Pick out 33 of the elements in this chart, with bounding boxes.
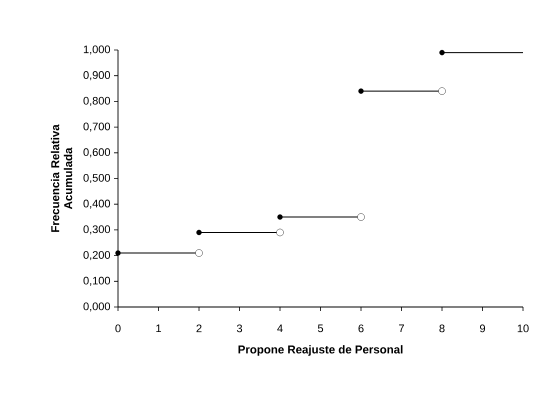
x-tick-label: 8 xyxy=(439,324,445,332)
y-tick-label: 0,300 xyxy=(83,225,110,234)
x-tick-label: 0 xyxy=(115,324,121,332)
point xyxy=(276,228,284,236)
y-tick-label: 0,500 xyxy=(83,174,110,184)
x-tick-label: 9 xyxy=(480,324,486,332)
y-tick-label: 0,000 xyxy=(83,302,110,312)
x-tick-label: 1 xyxy=(156,324,162,332)
y-axis-title: Frecuencia Relativa Acumulada xyxy=(50,124,72,232)
y-tick-label: 0,200 xyxy=(83,251,110,260)
point xyxy=(439,50,445,56)
x-tick-label: 2 xyxy=(196,324,202,332)
x-axis-title: Propone Reajuste de Personal xyxy=(238,345,402,356)
y-tick-label: 0,100 xyxy=(83,276,110,286)
point xyxy=(115,250,121,256)
x-tick-label: 6 xyxy=(358,324,364,332)
y-tick-label: 0,900 xyxy=(83,71,110,80)
x-tick-label: 5 xyxy=(318,324,324,332)
point xyxy=(357,213,365,221)
x-tick-label: 3 xyxy=(236,324,242,332)
y-tick-label: 0,700 xyxy=(83,122,110,132)
point xyxy=(195,249,203,257)
point xyxy=(438,87,446,95)
x-tick-label: 4 xyxy=(277,324,283,332)
y-tick-label: 0,600 xyxy=(83,148,110,158)
point xyxy=(358,88,364,94)
y-tick-label: 1,000 xyxy=(84,45,110,55)
x-tick-label: 10 xyxy=(518,324,529,332)
y-tick-label: 0,400 xyxy=(83,200,110,209)
x-tick-label: 7 xyxy=(399,324,404,332)
point xyxy=(196,230,202,236)
point xyxy=(277,214,283,220)
y-tick-label: 0,800 xyxy=(83,96,110,106)
